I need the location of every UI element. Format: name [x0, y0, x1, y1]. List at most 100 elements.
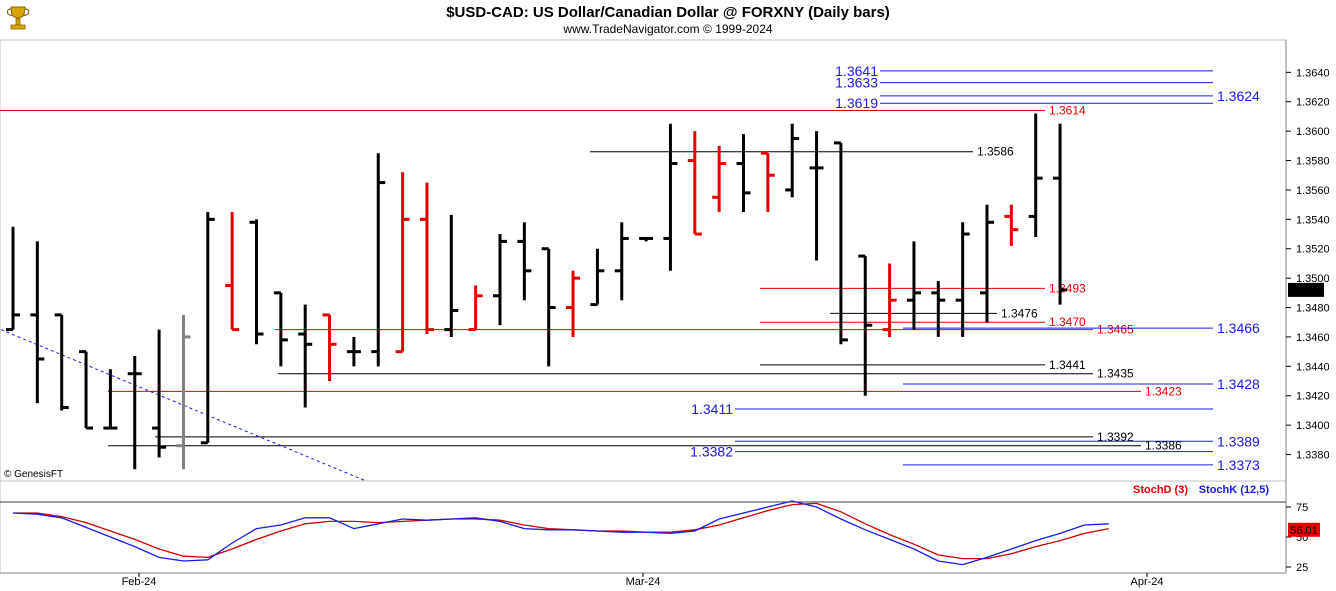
time-axis: Feb-24 Mar-24 Apr-24	[122, 573, 1164, 588]
stoch-tick-label: 25	[1296, 562, 1308, 574]
stoch-last-value: 56.01	[1290, 525, 1318, 537]
ohlc-bar	[395, 172, 410, 354]
ohlc-bar	[614, 222, 629, 301]
ohlc-bar	[785, 123, 800, 198]
price-tick-label: 1.3420	[1296, 391, 1330, 403]
price-tick-label: 1.3400	[1296, 420, 1330, 432]
ohlc-bar	[663, 123, 678, 271]
time-tick-label: Apr-24	[1130, 576, 1163, 588]
price-tick-label: 1.3540	[1296, 214, 1330, 226]
ohlc-bar	[858, 254, 873, 396]
stoch-d-legend: StochD (3)	[1133, 484, 1188, 496]
stoch-panel	[0, 480, 1287, 574]
ohlc-bar	[127, 356, 142, 470]
ohlc-bar	[955, 222, 970, 337]
ohlc-bar	[809, 131, 824, 261]
ohlc-bar	[30, 241, 45, 404]
level-label-1.3382: 1.3382	[690, 444, 733, 460]
level-label-1.3373: 1.3373	[1217, 457, 1260, 473]
last-price-badge: 1.3492	[1288, 282, 1324, 297]
ohlc-bar	[760, 151, 775, 212]
ohlc-bar	[249, 219, 264, 345]
last-price-label: 1.3492	[1289, 285, 1323, 297]
level-label-1.3411: 1.3411	[691, 401, 733, 417]
ohlc-bar	[273, 291, 288, 367]
ohlc-bar	[833, 141, 848, 345]
ohlc-bar	[639, 236, 654, 242]
price-tick-label: 1.3580	[1296, 156, 1330, 168]
ohlc-bar	[687, 131, 702, 236]
ohlc-bar	[346, 336, 361, 367]
ohlc-bar	[152, 329, 167, 458]
level-label-1.3389: 1.3389	[1217, 433, 1260, 449]
ohlc-bar	[225, 211, 240, 332]
level-label-1.3476: 1.3476	[1001, 306, 1038, 320]
stoch-lines	[12, 500, 1109, 566]
ohlc-bar	[444, 214, 459, 337]
price-tick-label: 1.3460	[1296, 332, 1330, 344]
ohlc-bar	[541, 247, 556, 367]
ohlc-bar	[103, 369, 118, 430]
ohlc-bar	[566, 270, 581, 337]
level-label-1.3435: 1.3435	[1097, 367, 1134, 381]
price-tick-label: 1.3380	[1296, 450, 1330, 462]
chart-title: $USD-CAD: US Dollar/Canadian Dollar @ FO…	[446, 4, 890, 21]
level-label-1.3428: 1.3428	[1217, 376, 1260, 392]
trophy-icon	[4, 4, 32, 32]
ohlc-bar	[590, 248, 605, 307]
header: $USD-CAD: US Dollar/Canadian Dollar @ FO…	[4, 4, 890, 36]
ohlc-bar	[882, 263, 897, 337]
ohlc-bar	[736, 134, 751, 212]
chart-subtitle: www.TradeNavigator.com © 1999-2024	[562, 22, 772, 36]
ohlc-bar	[493, 234, 507, 326]
price-tick-label: 1.3620	[1296, 97, 1330, 109]
ohlc-bar	[906, 241, 921, 330]
ohlc-bar	[1053, 123, 1068, 305]
price-tick-label: 1.3520	[1296, 244, 1330, 256]
price-tick-label: 1.3480	[1296, 303, 1330, 315]
price-tick-label: 1.3600	[1296, 126, 1330, 138]
stoch-k-line	[12, 500, 1109, 566]
level-label-1.3586: 1.3586	[977, 145, 1014, 159]
level-label-1.3624: 1.3624	[1217, 88, 1260, 104]
price-panel	[0, 39, 1287, 482]
level-label-1.3423: 1.3423	[1145, 384, 1182, 398]
ohlc-bar	[419, 182, 434, 334]
ohlc-bar	[371, 153, 386, 367]
price-axis: 1.3380 1.3400 1.3420 1.3440 1.3460 1.3480 1.35…	[1286, 67, 1330, 462]
price-tick-label: 1.3500	[1296, 273, 1330, 285]
level-label-1.3493: 1.3493	[1049, 281, 1086, 295]
level-label-1.3386: 1.3386	[1145, 439, 1182, 453]
level-label-1.3641: 1.3641	[835, 63, 878, 79]
level-label-1.3466: 1.3466	[1217, 320, 1260, 336]
price-tick-label: 1.3640	[1296, 67, 1330, 79]
time-tick-label: Feb-24	[122, 576, 157, 588]
time-tick-label: Mar-24	[626, 576, 661, 588]
ohlc-bars	[6, 113, 1068, 470]
ohlc-bar	[1004, 204, 1019, 246]
price-tick-label: 1.3440	[1296, 361, 1330, 373]
ohlc-bar	[54, 313, 69, 411]
level-label-1.3465: 1.3465	[1097, 323, 1134, 337]
watermark: © GenesisFT	[4, 469, 63, 480]
stoch-value-badge: 56.01	[1288, 522, 1320, 537]
level-label-1.3614: 1.3614	[1049, 104, 1086, 118]
ohlc-bar	[322, 313, 337, 382]
level-label-1.3441: 1.3441	[1049, 358, 1086, 372]
level-label-1.3619: 1.3619	[835, 95, 878, 111]
ohlc-bar	[79, 350, 94, 430]
level-label-1.3392: 1.3392	[1097, 430, 1134, 444]
ohlc-bar	[712, 145, 727, 212]
ohlc-bar	[1028, 113, 1043, 237]
ohlc-bar	[931, 281, 946, 337]
price-tick-label: 1.3560	[1296, 185, 1330, 197]
ohlc-bar	[6, 226, 20, 332]
ohlc-bar	[517, 222, 532, 301]
ohlc-bar	[200, 211, 215, 445]
ohlc-bar	[176, 314, 191, 470]
level-label-1.3633: 1.3633	[835, 75, 878, 91]
stoch-k-legend: StochK (12,5)	[1199, 484, 1270, 496]
